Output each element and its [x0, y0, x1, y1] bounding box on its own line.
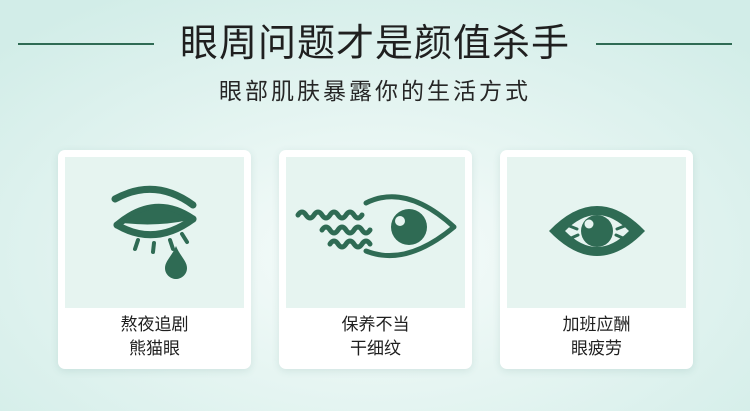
tired-eye-icon [549, 206, 645, 256]
card-label-line-2: 熊猫眼 [129, 339, 180, 359]
card-label: 保养不当 干细纹 [279, 313, 472, 361]
problem-card-fine-lines: 保养不当 干细纹 [279, 150, 472, 369]
card-image-panel [286, 157, 465, 308]
card-image-panel [65, 157, 244, 308]
problem-card-dark-circles: 熬夜追剧 熊猫眼 [58, 150, 251, 369]
card-label: 熬夜追剧 熊猫眼 [58, 313, 251, 361]
title-divider-left [18, 43, 154, 45]
card-label-line-1: 保养不当 [341, 315, 410, 335]
page-title: 眼周问题才是颜值杀手 [179, 21, 570, 65]
card-label: 加班应酬 眼疲劳 [500, 313, 693, 361]
card-label-line-2: 干细纹 [350, 339, 401, 359]
card-label-line-1: 熬夜追剧 [120, 315, 189, 335]
eye-with-wrinkles-icon [295, 194, 457, 259]
problem-card-eye-fatigue: 加班应酬 眼疲劳 [500, 150, 693, 369]
card-label-line-2: 眼疲劳 [571, 339, 622, 359]
card-label-line-1: 加班应酬 [562, 315, 631, 335]
page-subtitle: 眼部肌肤暴露你的生活方式 [219, 79, 531, 105]
title-divider-right [596, 43, 732, 45]
crying-eye-icon [111, 185, 197, 279]
header: 眼周问题才是颜值杀手 [0, 14, 750, 72]
card-image-panel [507, 157, 686, 308]
